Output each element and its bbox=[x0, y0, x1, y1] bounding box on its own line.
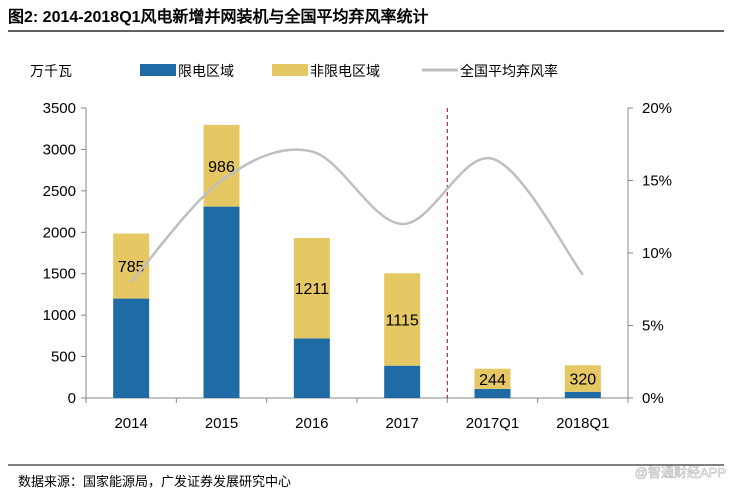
y-tick-label: 2000 bbox=[43, 224, 76, 241]
bar-limited-2017 bbox=[384, 365, 421, 398]
y2-tick-label: 10% bbox=[642, 245, 672, 262]
y-tick-label: 2500 bbox=[43, 183, 76, 200]
data-label: 1115 bbox=[386, 312, 419, 329]
x-tick-label: 2017 bbox=[385, 415, 418, 432]
data-label: 785 bbox=[118, 259, 145, 276]
bar-non-limited-2017 bbox=[384, 273, 421, 366]
legend: 限电区域 非限电区域 全国平均弃风率 bbox=[140, 63, 558, 79]
x-tick-label: 2017Q1 bbox=[466, 415, 519, 432]
bar-limited-2014 bbox=[113, 298, 150, 398]
y2-tick-label: 20% bbox=[642, 100, 672, 117]
y-tick-label: 0 bbox=[68, 390, 76, 407]
legend-label-rate: 全国平均弃风率 bbox=[460, 63, 558, 79]
legend-swatch-non-limited bbox=[272, 64, 308, 76]
y-axis-unit: 万千瓦 bbox=[30, 63, 72, 79]
y-tick-label: 1500 bbox=[43, 266, 76, 283]
bar-limited-2017Q1 bbox=[474, 388, 511, 398]
data-label: 320 bbox=[569, 372, 596, 389]
source-note: 数据来源：国家能源局，广发证券发展研究中心 bbox=[18, 474, 291, 489]
data-label: 1211 bbox=[295, 281, 330, 298]
y2-tick-label: 15% bbox=[642, 173, 672, 190]
bar-non-limited-2018Q1 bbox=[564, 365, 601, 392]
bar-limited-2018Q1 bbox=[564, 391, 601, 398]
y-tick-label: 1000 bbox=[43, 307, 76, 324]
x-tick-label: 2016 bbox=[295, 415, 328, 432]
y-tick-label: 3000 bbox=[43, 141, 76, 158]
y-tick-label: 500 bbox=[51, 349, 76, 366]
legend-label-limited: 限电区域 bbox=[178, 63, 234, 79]
y2-tick-label: 5% bbox=[642, 318, 664, 335]
x-tick-label: 2015 bbox=[205, 415, 238, 432]
x-tick-label: 2014 bbox=[114, 415, 147, 432]
bar-limited-2016 bbox=[293, 338, 330, 398]
y2-tick-label: 0% bbox=[642, 390, 664, 407]
bar-non-limited-2017Q1 bbox=[474, 368, 511, 389]
watermark: @智通财经APP bbox=[635, 465, 726, 480]
legend-swatch-limited bbox=[140, 64, 176, 76]
legend-label-non-limited: 非限电区域 bbox=[310, 63, 380, 79]
x-tick-label: 2018Q1 bbox=[556, 415, 609, 432]
data-label: 244 bbox=[479, 372, 506, 389]
bar-non-limited-2016 bbox=[293, 238, 330, 339]
chart-title: 图2: 2014-2018Q1风电新增并网装机与全国平均弃风率统计 bbox=[8, 7, 429, 26]
y-tick-label: 3500 bbox=[43, 100, 76, 117]
rate-line bbox=[130, 148, 584, 283]
bar-limited-2015 bbox=[203, 206, 240, 398]
bar-non-limited-2015 bbox=[203, 124, 240, 207]
data-label: 986 bbox=[208, 159, 235, 176]
